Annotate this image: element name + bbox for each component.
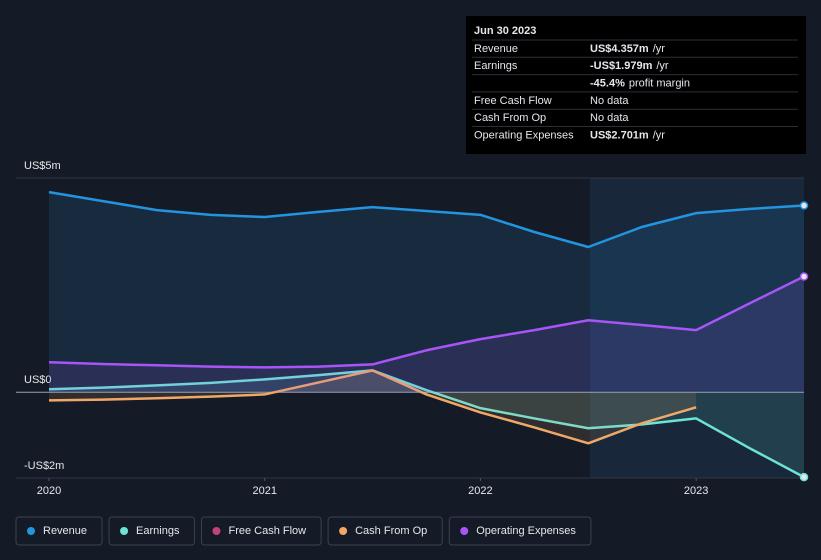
y-tick-label: US$0 <box>24 374 52 386</box>
tooltip-value: No data <box>590 112 629 124</box>
legend-label: Cash From Op <box>355 525 427 537</box>
tooltip-suffix: profit margin <box>629 78 690 90</box>
legend-label: Operating Expenses <box>476 525 576 537</box>
tooltip-value: US$2.701m <box>590 129 649 141</box>
end-dot <box>799 201 809 210</box>
legend-box <box>15 516 103 546</box>
tooltip-box <box>466 16 806 154</box>
tooltip-label: Earnings <box>474 60 518 72</box>
legend-label: Revenue <box>43 525 87 537</box>
legend-box <box>200 516 322 546</box>
tooltip-label: Operating Expenses <box>474 129 574 141</box>
legend-label: Earnings <box>136 525 180 537</box>
tooltip-date: Jun 30 2023 <box>474 25 536 37</box>
series-area <box>49 276 804 393</box>
tooltip-value: US$4.357m <box>590 43 649 55</box>
legend-item[interactable]: Revenue <box>15 516 103 546</box>
x-tick-label: 2020 <box>37 485 61 497</box>
series-line <box>48 275 805 369</box>
legend-box <box>448 516 592 546</box>
tooltip-suffix: /yr <box>656 60 669 72</box>
x-tick-label: 2022 <box>468 485 492 497</box>
tooltip-value: -US$1.979m <box>590 60 653 72</box>
series-line <box>48 190 805 249</box>
legend-item[interactable]: Free Cash Flow <box>200 516 322 546</box>
x-tick-label: 2021 <box>252 485 276 497</box>
tooltip-label: Free Cash Flow <box>474 95 552 107</box>
series-area <box>49 370 804 478</box>
legend-item[interactable]: Earnings <box>108 516 195 546</box>
legend-box <box>327 516 443 546</box>
legend-item[interactable]: Operating Expenses <box>448 516 592 546</box>
tooltip-label: Revenue <box>474 43 518 55</box>
legend-swatch <box>120 527 129 535</box>
legend-swatch <box>212 527 221 535</box>
end-dot <box>799 472 809 482</box>
series-area <box>49 370 697 444</box>
legend-label: Free Cash Flow <box>228 525 306 537</box>
legend-swatch <box>27 527 35 535</box>
y-tick-label: -US$2m <box>24 460 64 472</box>
tooltip-value: No data <box>590 95 629 107</box>
series-line <box>48 369 805 479</box>
tooltip-suffix: /yr <box>653 43 666 55</box>
x-tick-label: 2023 <box>684 485 708 497</box>
legend-swatch <box>339 527 348 535</box>
series-area <box>49 192 804 393</box>
tooltip: Jun 30 2023 Revenue US$4.357m/yr Earnings -U… <box>466 16 806 154</box>
series-line <box>48 369 697 445</box>
legend-box <box>108 516 195 546</box>
legend-swatch <box>460 527 469 535</box>
tooltip-suffix: /yr <box>653 129 666 141</box>
tooltip-value: -45.4% <box>590 78 625 90</box>
y-tick-label: US$5m <box>24 160 61 172</box>
tooltip-label: Cash From Op <box>474 112 546 124</box>
legend-item[interactable]: Cash From Op <box>327 516 443 546</box>
end-dot <box>799 272 809 281</box>
